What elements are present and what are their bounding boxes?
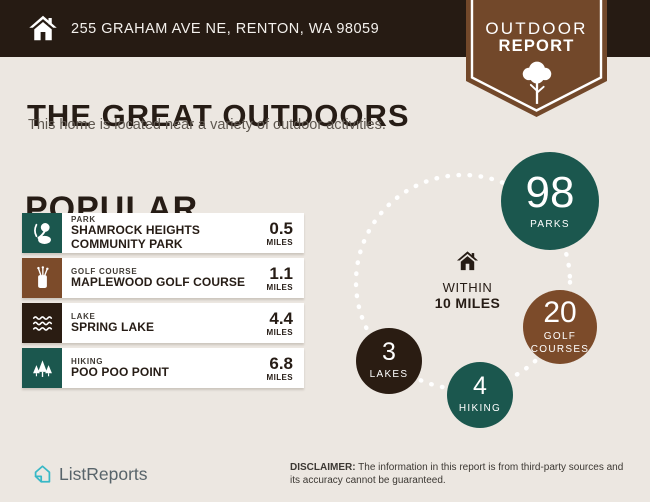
stat-label: PARKS	[530, 218, 570, 230]
distance-value: 6.8 MILES	[247, 355, 304, 382]
stat-value: 98	[525, 167, 575, 217]
category-label: GOLF COURSE	[71, 266, 138, 276]
list-item-text: GOLF COURSE MAPLEWOOD GOLF COURSE	[62, 267, 247, 289]
radius-center-marker: WITHIN 10 MILES	[425, 250, 510, 311]
pine-trees-icon	[22, 348, 62, 388]
badge-shield-shape	[466, 0, 607, 117]
list-item-text: PARK SHAMROCK HEIGHTS COMMUNITY PARK	[62, 215, 247, 251]
disclaimer-text: DISCLAIMER: The information in this repo…	[290, 462, 635, 487]
list-item-text: HIKING POO POO POINT	[62, 357, 247, 379]
distance-unit: MILES	[266, 372, 293, 382]
disclaimer-body: The information in this report is from t…	[290, 462, 624, 486]
list-item-lake: LAKE SPRING LAKE 4.4 MILES	[22, 303, 304, 343]
list-item-text: LAKE SPRING LAKE	[62, 312, 247, 334]
badge-title-line2: REPORT	[498, 37, 575, 55]
list-item-golf-course: GOLF COURSE MAPLEWOOD GOLF COURSE 1.1 MI…	[22, 258, 304, 298]
distance-value: 4.4 MILES	[247, 310, 304, 337]
golf-bag-icon	[22, 258, 62, 298]
outdoor-report-badge: OUTDOOR REPORT	[466, 0, 607, 118]
waves-icon	[22, 303, 62, 343]
distance-number: 4.4	[269, 308, 293, 328]
page-subtitle: This home is located near a variety of o…	[28, 117, 386, 133]
stat-value: 3	[382, 338, 396, 367]
stat-bubble-lakes: 3 LAKES	[356, 328, 422, 394]
distance-unit: MILES	[266, 237, 293, 247]
distance-unit: MILES	[266, 282, 293, 292]
place-name: MAPLEWOOD GOLF COURSE	[71, 274, 246, 289]
tree-icon	[522, 61, 551, 104]
stat-label: LAKES	[369, 369, 409, 381]
stat-label: HIKING	[458, 403, 502, 415]
category-label: HIKING	[71, 356, 104, 366]
radius-label: 10 MILES	[434, 295, 501, 311]
place-name: POO POO POINT	[71, 364, 169, 379]
distance-unit: MILES	[266, 327, 293, 337]
stat-bubble-hiking: 4 HIKING	[447, 362, 513, 428]
park-icon	[22, 213, 62, 253]
stat-value: 20	[543, 296, 577, 329]
stat-value: 4	[473, 372, 487, 401]
list-item-hiking: HIKING POO POO POINT 6.8 MILES	[22, 348, 304, 388]
distance-number: 6.8	[269, 353, 293, 373]
place-name: SHAMROCK HEIGHTS COMMUNITY PARK	[71, 223, 200, 251]
popular-list: PARK SHAMROCK HEIGHTS COMMUNITY PARK 0.5…	[22, 213, 304, 393]
house-outline-icon	[34, 465, 51, 483]
distance-value: 1.1 MILES	[247, 265, 304, 292]
within-label: WITHIN	[442, 280, 493, 295]
list-item-park: PARK SHAMROCK HEIGHTS COMMUNITY PARK 0.5…	[22, 213, 304, 253]
category-label: LAKE	[71, 311, 96, 321]
brand-name: ListReports	[59, 463, 148, 484]
stat-bubble-golf-courses: 20 GOLF COURSES	[523, 290, 597, 364]
disclaimer-label: DISCLAIMER:	[290, 462, 356, 473]
badge-title-line1: OUTDOOR	[485, 19, 588, 38]
home-icon	[29, 15, 57, 40]
page-title: THE GREAT OUTDOORS	[27, 97, 410, 133]
category-label: PARK	[71, 215, 96, 225]
distance-number: 0.5	[269, 218, 293, 238]
stat-bubble-parks: 98 PARKS	[501, 152, 599, 250]
property-address: 255 GRAHAM AVE NE, RENTON, WA 98059	[71, 20, 380, 37]
distance-number: 1.1	[269, 263, 293, 283]
stat-label: GOLF COURSES	[530, 331, 590, 355]
home-icon	[456, 251, 479, 271]
brand-logo-block: ListReports	[33, 463, 148, 485]
distance-value: 0.5 MILES	[247, 220, 304, 247]
place-name: SPRING LAKE	[71, 319, 155, 334]
